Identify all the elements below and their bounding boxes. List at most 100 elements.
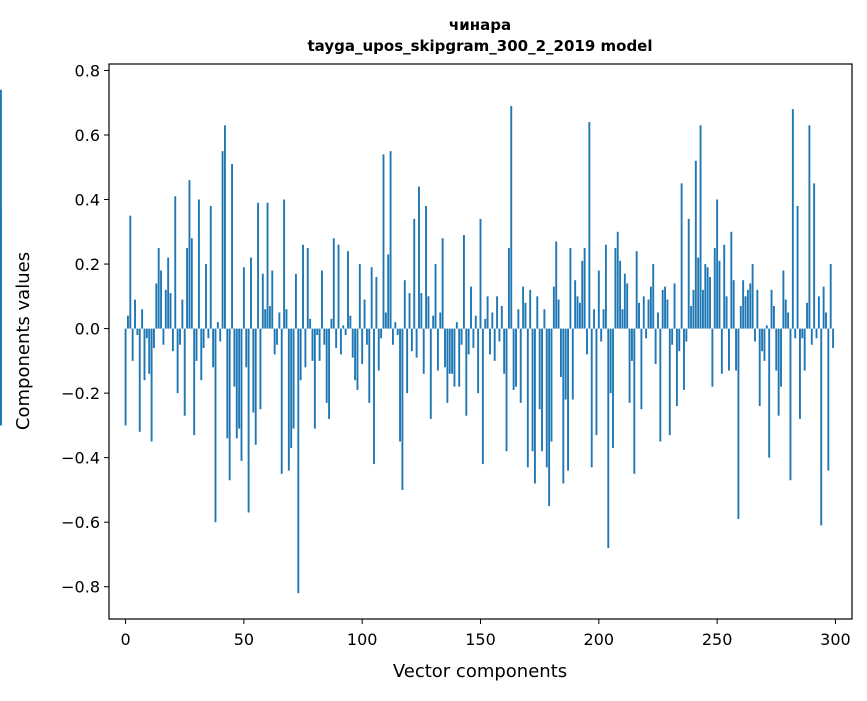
bar-182 xyxy=(555,241,558,329)
bar-168 xyxy=(522,286,525,329)
bar-75 xyxy=(302,244,304,329)
x-tick-label: 50 xyxy=(234,630,254,649)
bar-33 xyxy=(202,328,205,348)
bar-76 xyxy=(304,328,307,368)
bar-190 xyxy=(574,280,577,329)
bar-284 xyxy=(796,205,799,329)
bar-242 xyxy=(697,257,700,329)
bar-22 xyxy=(176,328,179,394)
bar-84 xyxy=(323,328,326,345)
y-tick-label: 0.2 xyxy=(75,255,100,274)
x-tick-label: 0 xyxy=(120,630,130,649)
bar-72 xyxy=(294,273,297,329)
bar-187 xyxy=(567,328,569,471)
x-tick-label: 100 xyxy=(347,630,378,649)
bar-177 xyxy=(543,309,546,329)
bar-53 xyxy=(250,257,252,329)
bar-258 xyxy=(735,328,737,371)
bar-119 xyxy=(406,328,409,394)
bar-110 xyxy=(384,312,387,329)
bar-50 xyxy=(242,267,245,329)
bar-2 xyxy=(129,215,132,329)
bar-237 xyxy=(685,328,688,342)
bar-59 xyxy=(264,309,267,329)
bar-286 xyxy=(801,328,804,339)
x-tick-label: 150 xyxy=(465,630,496,649)
bar-106 xyxy=(375,276,378,329)
bar-47 xyxy=(235,328,238,439)
bar-145 xyxy=(467,328,470,355)
bar-25 xyxy=(183,328,186,416)
bar-64 xyxy=(276,328,278,345)
bar-152 xyxy=(484,318,487,329)
bar-44 xyxy=(228,328,231,481)
bar-73 xyxy=(297,328,300,594)
bar-136 xyxy=(446,328,449,403)
bar-164 xyxy=(512,328,515,390)
bar-43 xyxy=(226,328,229,439)
bar-233 xyxy=(675,328,678,407)
bar-175 xyxy=(538,328,541,410)
bar-192 xyxy=(578,302,581,329)
bar-90 xyxy=(337,244,340,329)
bar-170 xyxy=(526,328,529,468)
bar-118 xyxy=(403,280,406,329)
bar-256 xyxy=(730,231,733,329)
bar-235 xyxy=(680,183,683,329)
bar-88 xyxy=(332,238,335,329)
y-tick-label: 0.0 xyxy=(75,320,100,339)
bar-189 xyxy=(571,328,574,400)
bar-211 xyxy=(623,273,626,329)
bar-52 xyxy=(247,328,250,513)
x-tick-label: 300 xyxy=(820,630,851,649)
bar-62 xyxy=(271,270,274,329)
bar-85 xyxy=(325,328,328,403)
bar-219 xyxy=(642,296,645,329)
bar-174 xyxy=(536,296,539,329)
y-tick-label: 0.8 xyxy=(75,61,100,80)
bar-288 xyxy=(806,302,808,329)
bar-279 xyxy=(784,299,787,329)
bar-272 xyxy=(768,328,771,458)
bar-54 xyxy=(252,328,255,413)
bar-295 xyxy=(822,286,825,329)
bar-169 xyxy=(524,302,527,329)
bar-46 xyxy=(233,328,236,387)
bar-194 xyxy=(583,247,586,329)
bar-24 xyxy=(181,299,184,329)
bar-undefined xyxy=(0,209,2,329)
bar-205 xyxy=(609,328,612,394)
bar-180 xyxy=(550,328,553,442)
bar-107 xyxy=(377,328,380,371)
bar-127 xyxy=(425,205,428,329)
bar-257 xyxy=(732,280,735,329)
bar-296 xyxy=(825,312,827,329)
bar-178 xyxy=(545,328,548,468)
bar-209 xyxy=(619,260,622,329)
bar-176 xyxy=(541,328,543,452)
bar-167 xyxy=(519,328,522,403)
bar-275 xyxy=(775,328,778,371)
bar-193 xyxy=(581,260,584,329)
bar-154 xyxy=(489,328,491,355)
bar-139 xyxy=(453,328,456,387)
bar-153 xyxy=(486,296,489,329)
bar-253 xyxy=(723,244,726,329)
bar-251 xyxy=(718,260,721,329)
bar-269 xyxy=(761,328,764,352)
bar-56 xyxy=(257,202,260,329)
bar-265 xyxy=(751,264,754,329)
bar-155 xyxy=(491,312,494,329)
bar-243 xyxy=(699,125,702,329)
bar-248 xyxy=(711,328,714,387)
bar-173 xyxy=(533,328,536,484)
bar-271 xyxy=(765,325,768,329)
bar-150 xyxy=(479,218,482,329)
bar-249 xyxy=(713,247,716,329)
bar-151 xyxy=(481,328,484,465)
bar-291 xyxy=(813,183,816,329)
bar-4 xyxy=(134,299,136,329)
bar-239 xyxy=(690,306,693,329)
bar-125 xyxy=(420,293,423,329)
